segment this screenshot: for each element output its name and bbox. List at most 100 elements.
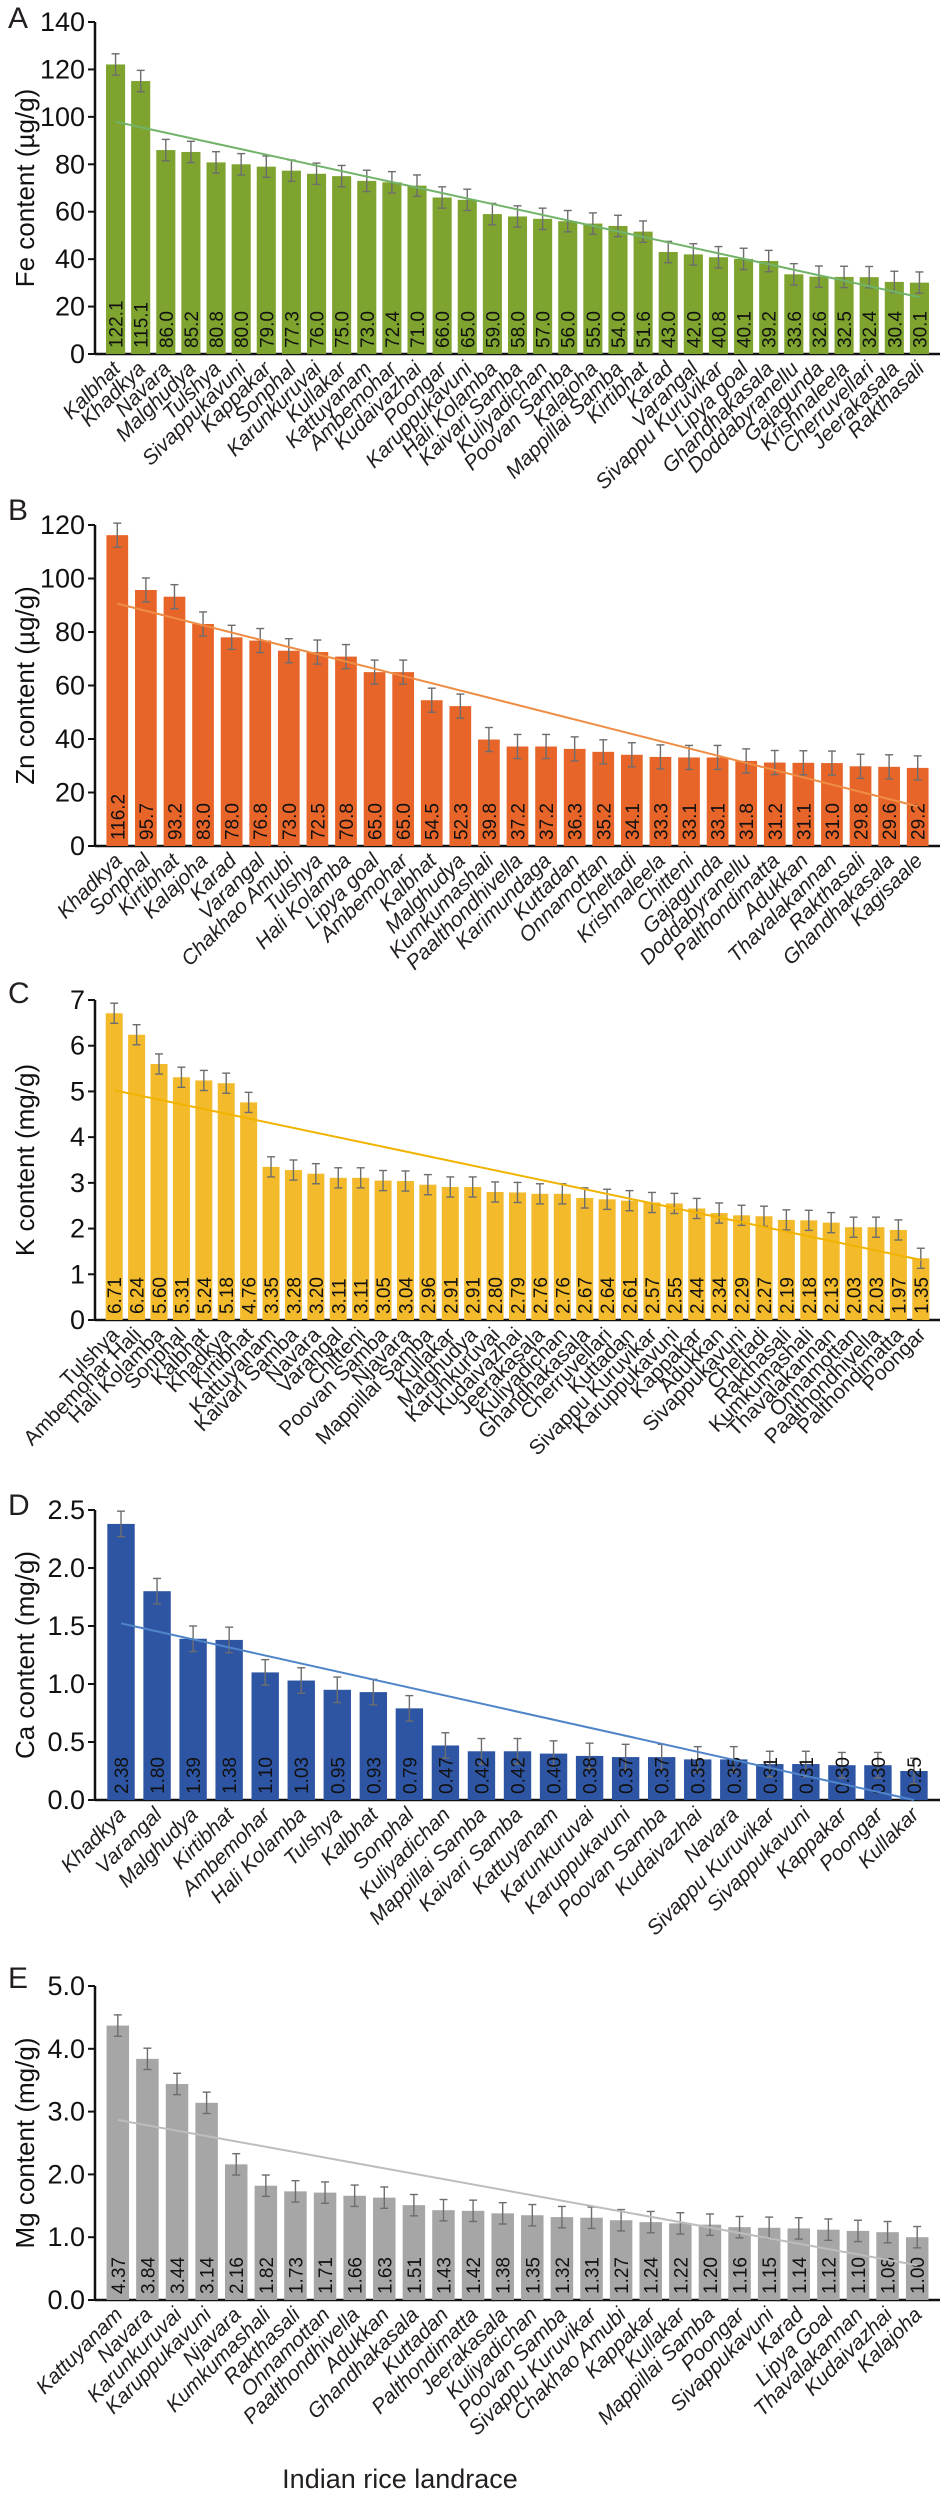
data-label: 2.76 [553,1277,574,1314]
data-label: 2.80 [486,1277,507,1314]
bar [215,1639,243,1800]
y-tick-label: 40 [55,244,85,274]
bar [220,637,243,846]
data-label: 2.19 [777,1277,798,1314]
data-label: 1.12 [819,2257,840,2294]
data-label: 1.80 [148,1757,169,1794]
bar [533,218,553,354]
bar [553,1193,571,1320]
data-label: 3.84 [138,2257,159,2294]
y-tick-label: 1 [70,1259,85,1289]
data-label: 0.30 [869,1757,890,1794]
data-label: 93.2 [165,803,186,840]
data-label: 3.11 [352,1278,373,1314]
data-label: 3.44 [168,2257,189,2294]
data-label: 42.0 [684,311,705,348]
bar [165,2083,189,2300]
bar [550,2217,574,2300]
data-label: 2.38 [112,1757,133,1794]
bar [889,1229,907,1320]
bar [313,2192,337,2300]
bar [106,2025,130,2300]
bar [763,762,786,846]
bar [834,276,854,354]
data-label: 65.0 [366,803,387,840]
bar [449,706,472,846]
chart-panel-c: CK content (mg/g)012345676.71Tulshya6.24… [8,977,940,1460]
bar [332,176,352,354]
data-label: 32.6 [810,311,831,348]
y-tick-label: 1.0 [47,2222,85,2252]
bar [849,766,872,846]
data-label: 29.6 [880,803,901,840]
data-label: 1.38 [220,1757,241,1794]
bar [281,170,301,354]
data-label: 1.43 [434,2257,455,2294]
trend-line [117,602,918,808]
data-label: 0.95 [328,1757,349,1794]
bar [307,1173,325,1320]
bar [478,739,500,846]
y-tick-label: 2.0 [47,1553,85,1583]
data-label: 32.5 [835,311,856,348]
y-tick-label: 20 [55,778,85,808]
data-label: 2.64 [598,1277,619,1314]
data-label: 1.51 [405,2257,426,2294]
bar [757,2227,781,2300]
bar [249,640,272,846]
y-tick-label: 0 [70,831,85,861]
bar [181,151,201,354]
data-label: 76.8 [251,803,272,840]
data-label: 0.42 [472,1757,493,1794]
bar [105,1013,123,1320]
data-label: 83.0 [194,803,215,840]
y-axis-title: K content (mg/g) [10,1064,40,1256]
data-label: 37.2 [509,803,530,840]
data-label: 32.4 [860,311,881,348]
bar [156,150,176,354]
bar [507,216,528,354]
bar [912,1258,930,1320]
y-tick-label: 4.0 [47,2034,85,2064]
bar [128,1034,146,1320]
data-label: 0.35 [725,1757,746,1794]
data-label: 30.4 [885,311,906,348]
y-tick-label: 100 [40,102,85,132]
bar [251,1672,279,1800]
data-label: 0.35 [689,1757,710,1794]
y-axis-title: Mg content (mg/g) [10,2038,40,2249]
data-label: 36.3 [566,803,587,840]
bar [486,1192,504,1320]
bar [432,2210,455,2300]
data-label: 33.3 [651,803,672,840]
bar [639,2222,662,2300]
bar [558,221,578,354]
bar [335,656,357,846]
data-label: 1.39 [184,1757,205,1794]
data-label: 70.8 [337,803,358,840]
y-tick-label: 2.5 [47,1495,85,1525]
data-label: 2.13 [822,1277,843,1314]
bar [759,261,779,354]
bar [592,751,615,846]
bar [231,164,251,354]
bar [150,1064,168,1320]
data-label: 43.0 [659,311,680,348]
data-label: 58.0 [509,311,530,348]
y-tick-label: 6 [70,1031,85,1061]
data-label: 51.6 [634,311,655,348]
panel-letter: D [8,1489,30,1522]
bar [206,162,226,354]
data-label: 78.0 [223,803,244,840]
data-label: 73.0 [358,311,379,348]
data-label: 39.8 [480,803,501,840]
data-label: 54.5 [423,803,444,840]
data-label: 115.1 [132,302,153,348]
data-label: 1.66 [346,2257,367,2294]
data-label: 72.4 [383,311,404,348]
data-label: 54.0 [609,311,630,348]
y-tick-label: 3.0 [47,2097,85,2127]
bar [262,1166,280,1320]
bar [735,760,758,846]
bar [905,2237,929,2300]
